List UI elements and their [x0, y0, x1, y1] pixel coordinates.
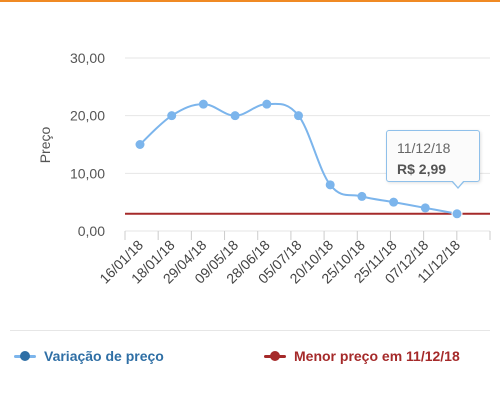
price-point: [389, 197, 399, 207]
legend-label-price-variation: Variação de preço: [44, 348, 164, 364]
legend-item-price-variation[interactable]: Variação de preço: [14, 344, 164, 368]
price-point: [198, 99, 208, 109]
y-axis-ticks: 0,00 10,00 20,00 30,00: [70, 50, 105, 239]
y-tick-label: 20,00: [70, 108, 105, 124]
tooltip-date: 11/12/18: [397, 140, 451, 156]
legend-marker-price-variation: [14, 351, 36, 361]
tooltip-pointer-inner: [452, 180, 464, 187]
price-point: [294, 111, 303, 121]
chart-legend: Variação de preço Menor preço em 11/12/1…: [0, 344, 500, 368]
price-point: [420, 203, 430, 213]
price-point: [135, 140, 145, 149]
legend-divider: [10, 330, 490, 331]
legend-label-lowest-price: Menor preço em 11/12/18: [294, 348, 460, 364]
top-accent-bar: [0, 0, 500, 2]
x-axis-ticks: 16/01/1818/01/1829/04/1809/05/1828/06/18…: [96, 231, 491, 287]
legend-item-lowest-price[interactable]: Menor preço em 11/12/18: [264, 344, 460, 368]
price-point: [357, 191, 367, 201]
y-axis-title: Preço: [37, 127, 53, 164]
price-point: [167, 111, 177, 121]
price-point: [451, 208, 463, 220]
price-point: [262, 99, 272, 109]
tooltip-price: R$ 2,99: [397, 161, 447, 177]
price-series: [135, 99, 463, 220]
legend-marker-lowest-price: [264, 351, 286, 361]
price-point: [230, 111, 240, 121]
y-tick-label: 0,00: [78, 223, 105, 239]
price-point: [325, 180, 335, 190]
y-tick-label: 10,00: [70, 165, 105, 181]
price-tooltip: 11/12/18 R$ 2,99: [386, 130, 480, 189]
y-tick-label: 30,00: [70, 50, 105, 66]
